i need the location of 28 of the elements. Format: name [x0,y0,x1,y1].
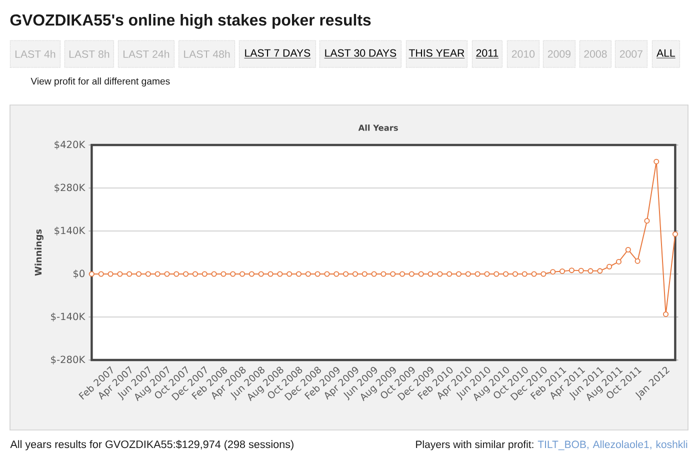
text: View profit for all different games [30,78,170,86]
text: All years results for GVOZDIKA55:$129,974 (298 sessions) [10,440,294,450]
text: TILT_BOB, [538,440,588,450]
y-tick-label: $280K [54,184,86,192]
text: 2011 [476,49,498,57]
text: LAST 48h [184,50,230,58]
text: LAST 4h [15,50,56,58]
text: 2008 [584,50,607,58]
text: LAST 8h [69,50,110,58]
text: LAST 24h [124,50,170,58]
y-axis-title: Winnings [34,229,44,276]
text: THIS YEAR [408,49,464,57]
chart-title: GVOZDIKA55's online high stakes poker results [10,14,371,29]
text: LAST 7 DAYS [245,49,310,57]
text: LAST 30 DAYS [325,49,396,57]
y-tick-label: $420K [54,140,86,150]
chart-subtitle: All Years [358,124,398,131]
text: koshkli [656,440,688,448]
text: 2007 [620,50,642,58]
y-tick-label: $0 [74,270,85,278]
y-tick-label: $-280K [51,356,86,364]
text: Players with similar profit: [416,440,534,450]
text: ALL [656,49,676,57]
text: 2009 [548,50,570,58]
y-tick-label: $-140K [51,312,86,322]
y-tick-label: $140K [54,226,86,236]
text: 2010 [512,50,535,58]
text: Allezolaole1, [592,440,652,450]
